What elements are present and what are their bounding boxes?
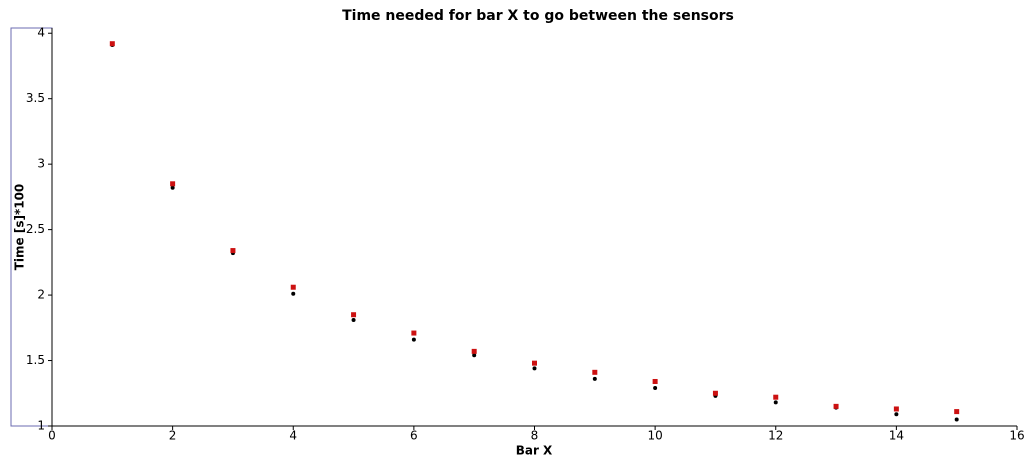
- x-tick-label: 12: [768, 429, 783, 443]
- y-tick-label: 3: [37, 157, 45, 171]
- point: [351, 312, 357, 318]
- point: [652, 378, 658, 384]
- point: [712, 390, 718, 396]
- point: [592, 376, 597, 381]
- point: [773, 394, 779, 400]
- x-tick-label: 8: [531, 429, 539, 443]
- y-tick-label: 3.5: [26, 91, 45, 105]
- y-tick-label: 1: [37, 419, 45, 433]
- point: [592, 369, 598, 375]
- y-tick-label: 1.5: [26, 353, 45, 367]
- point: [170, 181, 176, 187]
- x-axis-label: Bar X: [516, 444, 553, 458]
- point: [472, 353, 477, 358]
- x-tick-label: 16: [1009, 429, 1024, 443]
- point: [773, 400, 778, 405]
- point: [411, 330, 417, 336]
- point: [109, 41, 115, 47]
- point: [532, 366, 537, 371]
- point: [653, 386, 658, 391]
- x-tick-label: 0: [48, 429, 56, 443]
- x-tick-label: 2: [169, 429, 177, 443]
- y-tick-label: 2.5: [26, 222, 45, 236]
- point: [411, 337, 416, 342]
- y-tick-label: 4: [37, 26, 45, 40]
- point: [291, 291, 296, 296]
- point: [954, 409, 960, 415]
- point: [170, 185, 175, 190]
- x-tick-label: 6: [410, 429, 418, 443]
- point: [833, 403, 839, 409]
- point: [954, 417, 959, 422]
- point: [893, 406, 899, 412]
- x-tick-label: 14: [889, 429, 904, 443]
- y-axis-label: Time [s]*100: [13, 184, 27, 271]
- point: [532, 360, 537, 366]
- x-tick-label: 4: [289, 429, 297, 443]
- point: [290, 284, 296, 290]
- point: [471, 348, 477, 354]
- point: [894, 412, 899, 417]
- y-tick-label: 2: [37, 288, 45, 302]
- point: [351, 317, 356, 322]
- x-tick-label: 10: [647, 429, 662, 443]
- point: [230, 248, 236, 254]
- chart-title: Time needed for bar X to go between the …: [342, 8, 734, 24]
